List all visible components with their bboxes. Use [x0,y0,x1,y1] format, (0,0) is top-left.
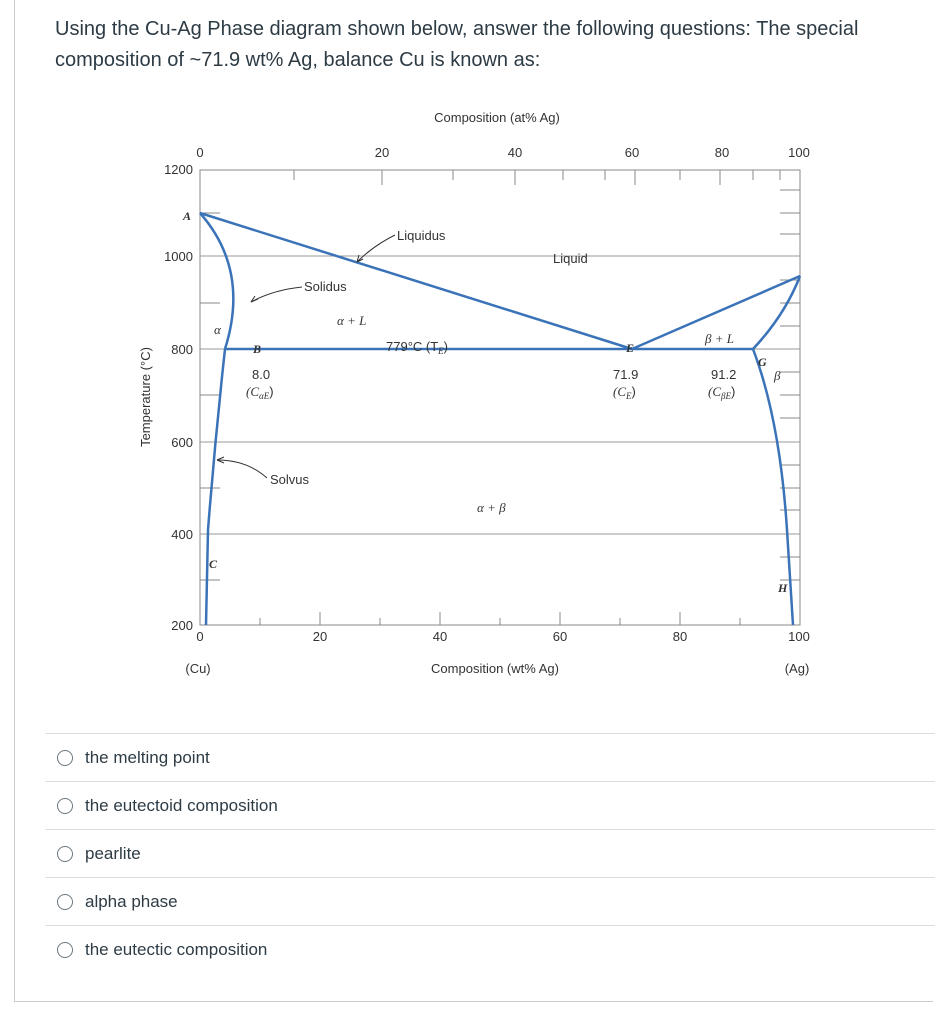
top-tick-label: 100 [788,145,810,160]
phase-boundaries [199,211,802,626]
point-b-label: B [252,342,261,356]
c-e-label: (CE) [613,384,636,401]
top-tick-label: 40 [508,145,522,160]
bottom-tick-labels: 0 20 40 60 80 100 [196,629,809,644]
point-h-label: H [777,581,788,595]
y-tick-label: 800 [171,342,193,357]
solvus-alpha [204,348,227,626]
y-tick-label: 1200 [164,162,193,177]
question-text: Using the Cu-Ag Phase diagram shown belo… [55,18,859,71]
top-ticks [293,170,781,185]
answer-label: the melting point [85,747,210,767]
c-beta-e-value: 91.2 [711,367,736,382]
bottom-tick-label: 100 [788,629,810,644]
beta-plus-liquid-label: β + L [704,331,734,346]
bottom-tick-label: 0 [196,629,203,644]
bottom-ticks [259,612,741,625]
alpha-plus-liquid-label: α + L [337,313,366,328]
point-e-label: E [625,341,634,355]
radio-button[interactable] [57,941,73,958]
top-axis-title: Composition (at% Ag) [434,110,560,125]
top-tick-labels: 0 20 40 60 80 100 [196,145,809,160]
answer-option[interactable]: alpha phase [45,877,935,925]
solidus-beta [752,275,802,350]
bottom-tick-label: 20 [313,629,327,644]
eutectic-temperature-label: 779°C (TE) [386,339,448,356]
radio-button[interactable] [57,845,73,862]
liquid-label: Liquid [553,251,588,266]
answer-list: the melting point the eutectoid composit… [45,733,935,973]
answer-label: the eutectoid composition [85,795,278,815]
answer-option[interactable]: the eutectic composition [45,925,935,973]
radio-button[interactable] [57,893,73,910]
bottom-tick-label: 80 [673,629,687,644]
beta-phase-label: β [773,368,781,383]
composition-values: 8.0 (CαE) 71.9 (CE) 91.2 (CβE) [246,367,736,401]
answer-option[interactable]: pearlite [45,829,935,877]
c-e-value: 71.9 [613,367,638,382]
point-g-label: G [758,355,767,369]
point-labels: A B C E G H [182,209,788,595]
top-tick-label: 60 [625,145,639,160]
left-axis-title: Temperature (°C) [138,347,153,447]
y-tick-label: 400 [171,527,193,542]
solvus-label: Solvus [270,472,310,487]
alpha-phase-label: α [214,322,222,337]
liquidus-right-line [631,274,801,351]
radio-button[interactable] [57,797,73,814]
bottom-axis-title: Composition (wt% Ag) [431,661,559,676]
y-tick-label: 1000 [164,249,193,264]
end-label-ag: (Ag) [785,661,810,676]
answer-label: alpha phase [85,891,178,911]
region-labels: Liquidus Liquid Solidus Solvus α + L β +… [214,228,781,515]
point-a-label: A [182,209,191,223]
top-tick-label: 20 [375,145,389,160]
liquidus-left-line [199,211,633,351]
y-tick-labels: 1200 1000 800 600 400 200 [164,162,193,633]
answer-option[interactable]: the eutectoid composition [45,781,935,829]
annotation-arrows [216,234,396,479]
bottom-tick-label: 40 [433,629,447,644]
c-beta-e-label: (CβE) [708,384,735,401]
y-tick-label: 200 [171,618,193,633]
top-tick-label: 0 [196,145,203,160]
solvus-beta [751,348,795,626]
liquidus-label: Liquidus [397,228,446,243]
radio-button[interactable] [57,749,73,766]
alpha-plus-beta-label: α + β [477,500,506,515]
point-c-label: C [209,557,218,571]
answer-label: the eutectic composition [85,939,268,959]
solidus-label: Solidus [304,279,347,294]
answer-label: pearlite [85,843,141,863]
bottom-tick-label: 60 [553,629,567,644]
solidus-alpha [199,212,235,350]
c-alpha-e-value: 8.0 [252,367,270,382]
c-alpha-e-label: (CαE) [246,384,274,401]
y-tick-label: 600 [171,435,193,450]
top-tick-label: 80 [715,145,729,160]
answer-option[interactable]: the melting point [45,733,935,781]
question-card: Using the Cu-Ag Phase diagram shown belo… [14,0,935,1002]
cu-ag-phase-diagram: 1200 1000 800 600 400 200 0 20 40 60 80 … [138,110,810,676]
end-label-cu: (Cu) [185,661,210,676]
